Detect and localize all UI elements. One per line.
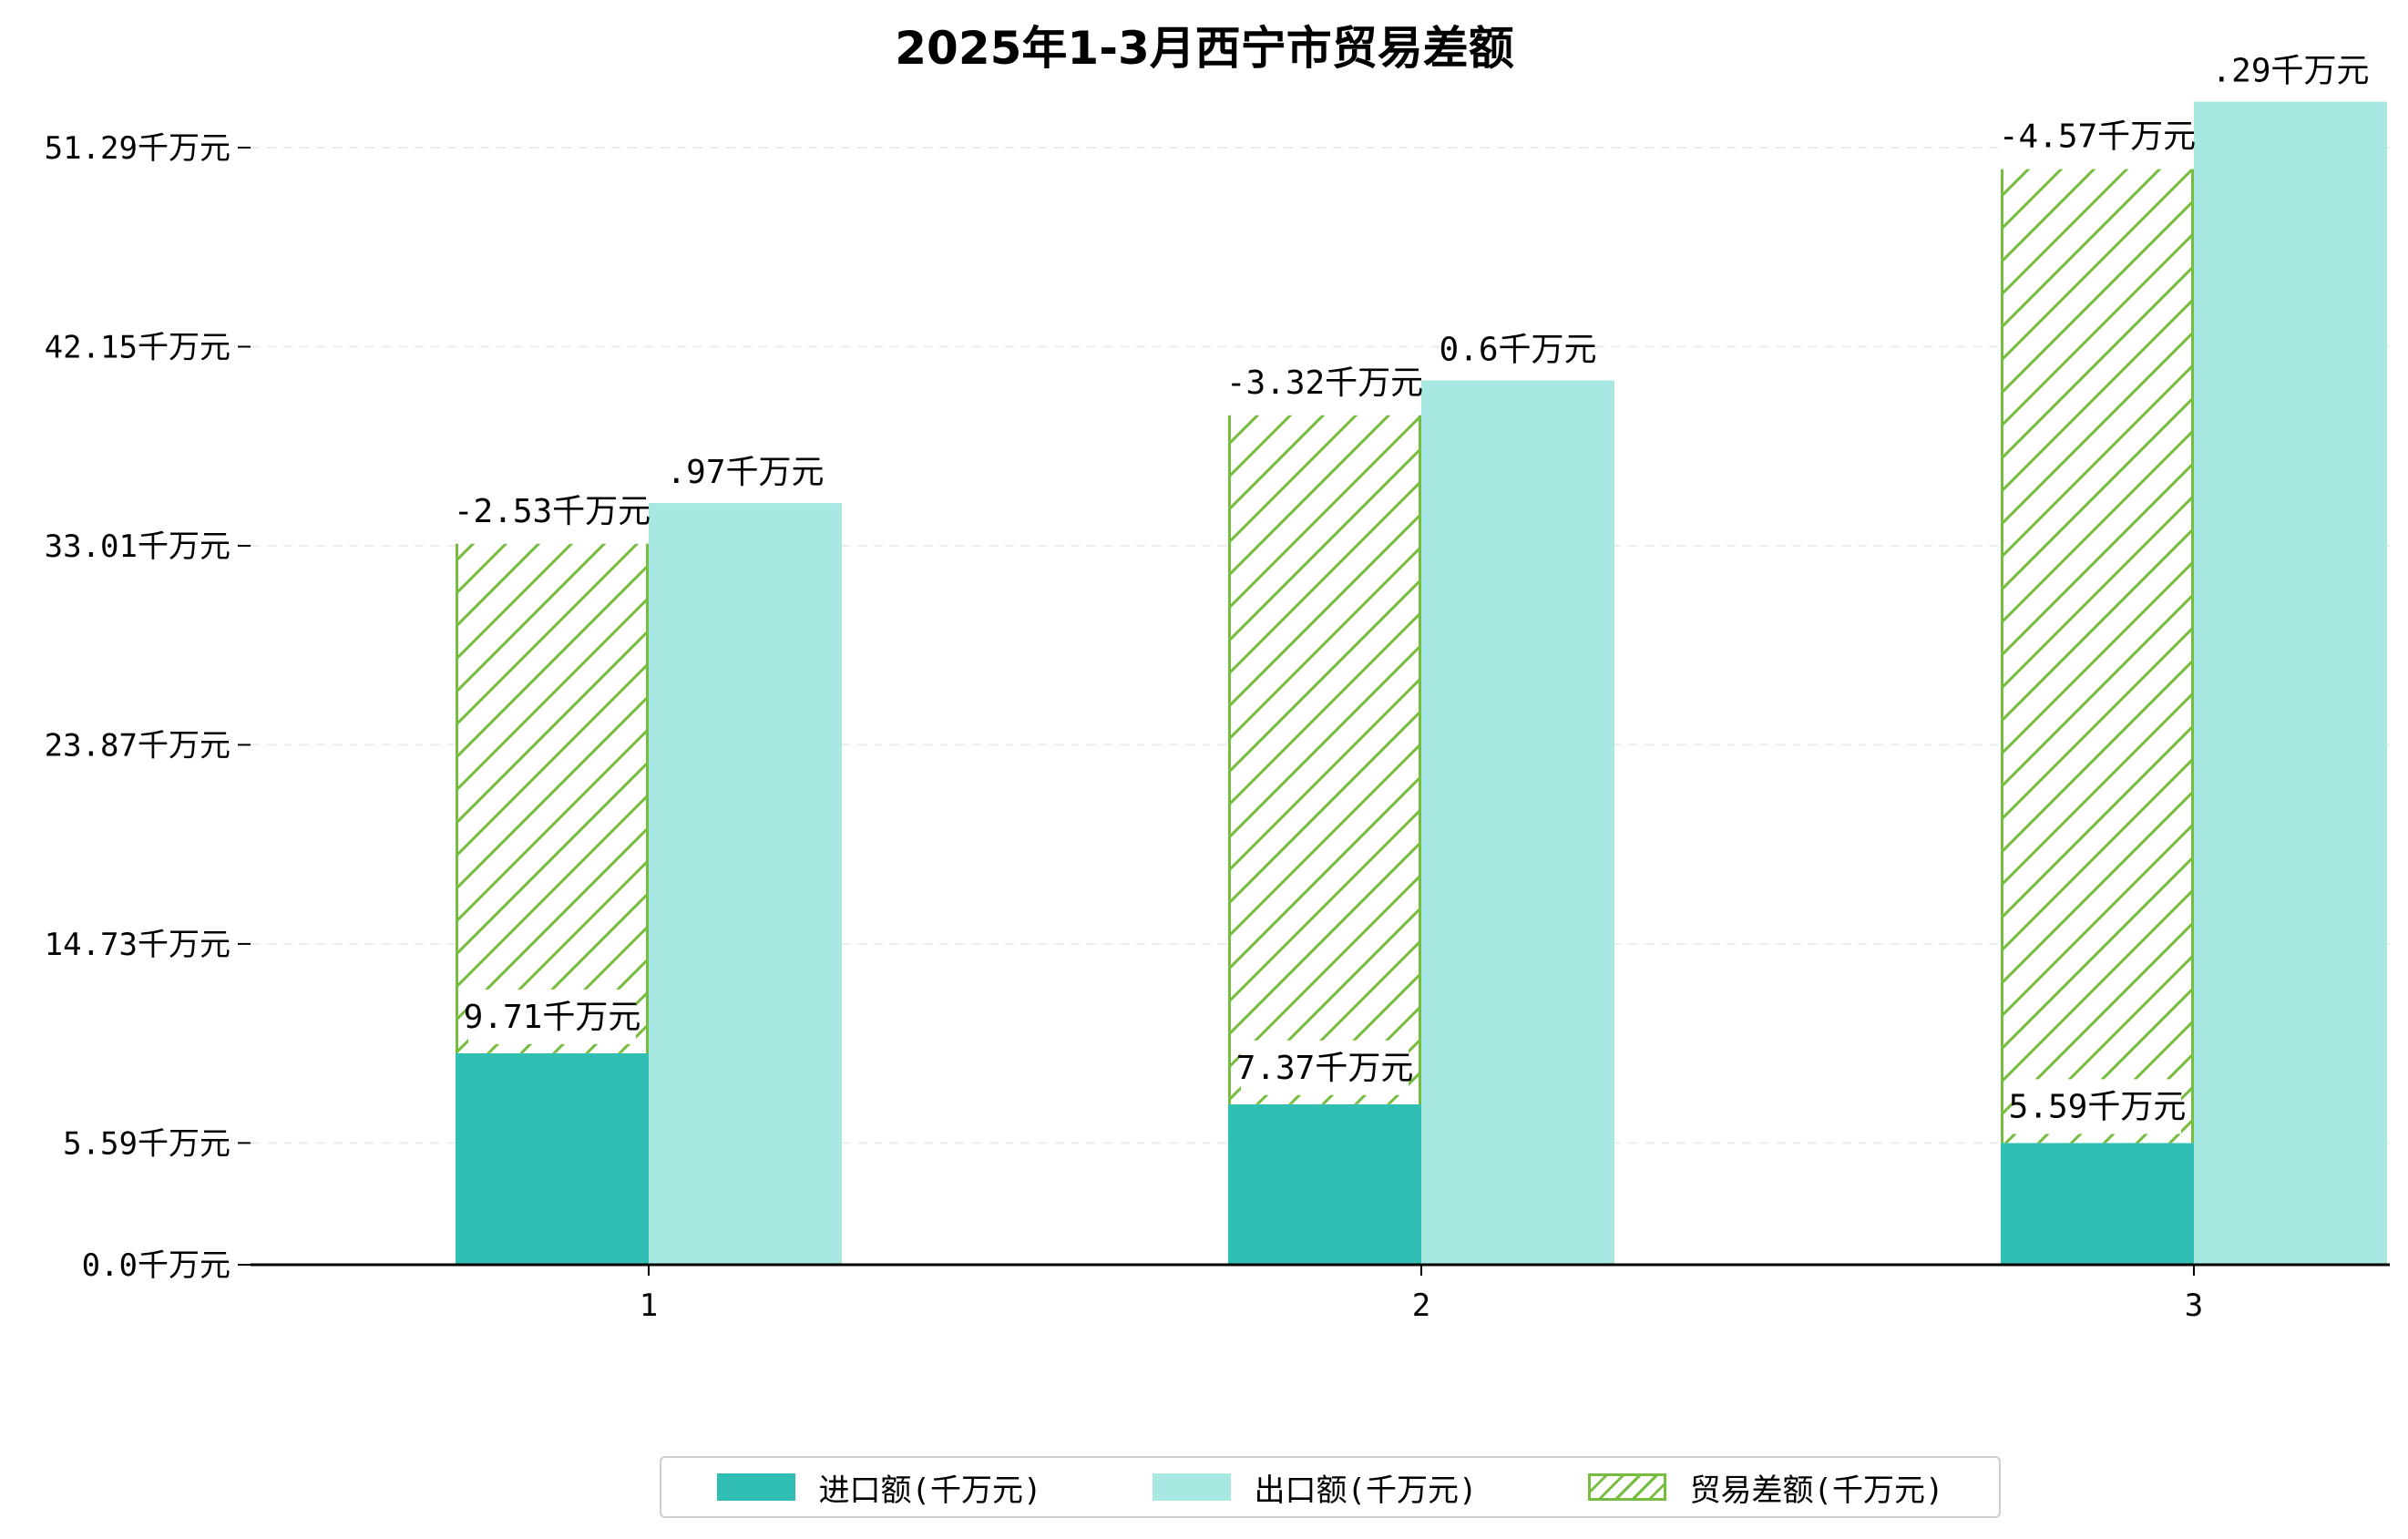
import-value-label: 9.71千万元 (464, 999, 641, 1036)
y-tick-label: 14.73千万元 (45, 927, 231, 963)
trade-balance-bar[interactable] (456, 543, 649, 1053)
import-value-label-box (1241, 1040, 1409, 1095)
trade-balance-bar[interactable] (1228, 415, 1421, 1104)
legend-item-trade-balance[interactable]: 贸易差额(千万元) (1587, 1465, 1944, 1510)
trade-balance-label-box (458, 483, 646, 539)
x-tick-label: 3 (2185, 1288, 2203, 1324)
export-bar[interactable] (1421, 380, 1614, 1265)
legend-swatch-import (716, 1473, 795, 1501)
x-tick-label: 1 (640, 1288, 658, 1324)
legend-label-export: 出口额(千万元) (1254, 1472, 1478, 1509)
trade-balance-label-box (1231, 354, 1419, 410)
export-value-label-box (2217, 43, 2364, 98)
y-tick-label: 51.29千万元 (45, 130, 231, 167)
import-value-label-box (2013, 1079, 2181, 1134)
trade-balance-label: -4.57千万元 (1999, 118, 2196, 156)
legend-item-export[interactable]: 出口额(千万元) (1152, 1465, 1478, 1510)
legend-swatch-trade-balance (1587, 1473, 1666, 1501)
export-value-label: .29千万元 (2211, 53, 2369, 90)
export-value-label: 0.6千万元 (1439, 332, 1596, 369)
legend: 进口额(千万元) 出口额(千万元) 贸易差额(千万元) (660, 1456, 2001, 1518)
trade-balance-bar[interactable] (2001, 169, 2194, 1144)
x-tick-label: 2 (1412, 1288, 1430, 1324)
legend-label-import: 进口额(千万元) (818, 1472, 1042, 1509)
y-tick-label: 42.15千万元 (45, 329, 231, 365)
y-tick-label: 33.01千万元 (45, 528, 231, 565)
trade-balance-label: -3.32千万元 (1226, 364, 1423, 402)
export-value-label-box (671, 445, 819, 500)
import-bar[interactable] (456, 1052, 649, 1265)
legend-item-import[interactable]: 进口额(千万元) (716, 1465, 1042, 1510)
y-tick-label: 5.59千万元 (63, 1125, 231, 1162)
export-bar[interactable] (2194, 101, 2387, 1265)
import-value-label-box (468, 989, 636, 1044)
legend-swatch-export (1152, 1473, 1231, 1501)
y-tick-label: 23.87千万元 (45, 727, 231, 764)
import-bar[interactable] (2001, 1143, 2194, 1265)
import-value-label: 5.59千万元 (2009, 1088, 2187, 1125)
import-bar[interactable] (1228, 1103, 1421, 1265)
legend-label-trade-balance: 贸易差额(千万元) (1689, 1472, 1944, 1509)
export-bar[interactable] (649, 503, 842, 1265)
import-value-label: 7.37千万元 (1236, 1050, 1414, 1087)
export-value-label: .97千万元 (666, 454, 824, 491)
trade-balance-label-box (2003, 108, 2191, 164)
y-tick-label: 0.0千万元 (82, 1247, 231, 1284)
export-value-label-box (1444, 322, 1592, 377)
trade-balance-label: -2.53千万元 (454, 493, 651, 530)
chart-title: 2025年1-3月西宁市贸易差额 (895, 22, 1514, 75)
